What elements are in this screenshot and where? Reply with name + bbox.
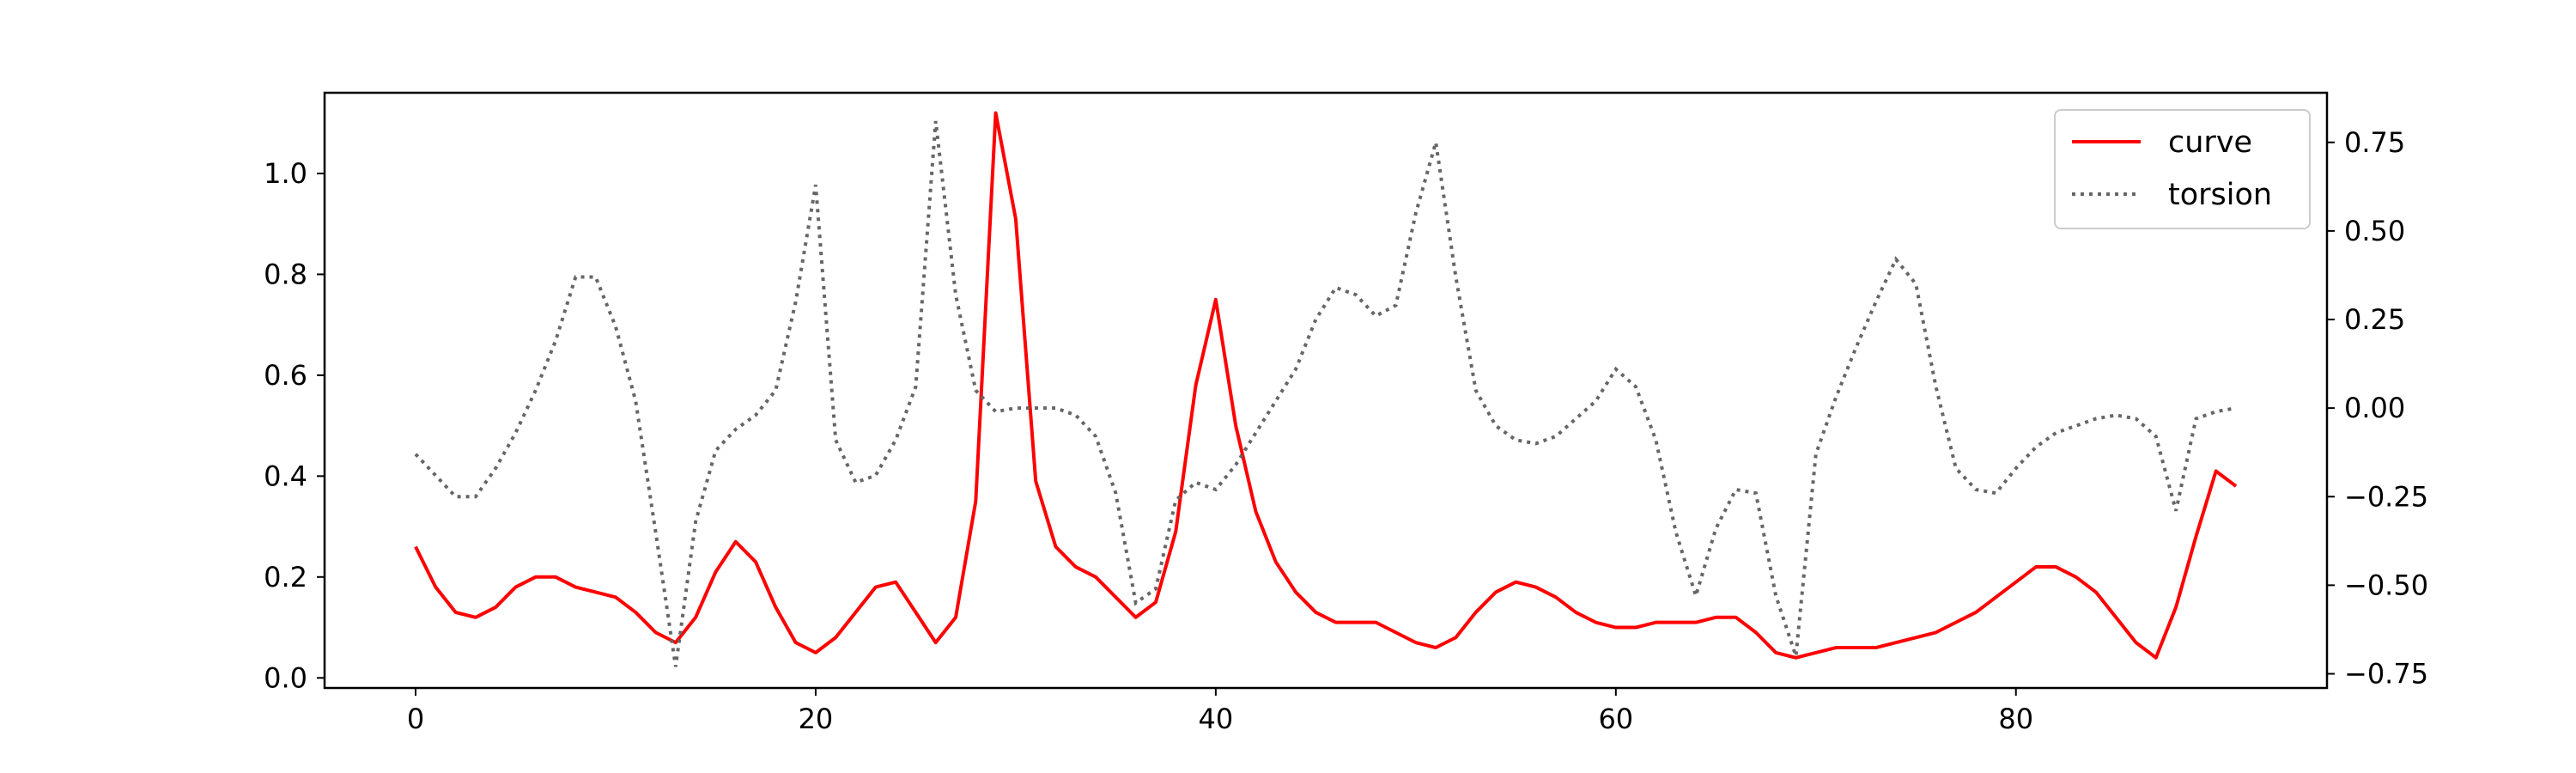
y-left-tick-label: 0.4 [264,460,307,492]
series-line-torsion [414,120,2237,667]
x-tick-label: 20 [799,703,834,735]
y-axis-right: −0.75 −0.50 −0.25 0.00 0.25 0.50 0.75 [2327,126,2428,691]
legend-box [2054,109,2311,229]
y-left-tick-label: 1.0 [264,157,307,190]
x-axis: 0 20 40 60 80 [407,688,2033,735]
plot-area [323,91,2329,690]
legend-label-curve: curve [2168,125,2252,160]
data-points [416,113,2236,666]
y-right-tick-label: 0.50 [2344,215,2405,247]
plot-frame [323,91,2329,690]
y-right-tick-label: −0.25 [2344,480,2428,513]
x-tick-label: 40 [1199,703,1234,735]
y-right-tick-label: −0.50 [2344,569,2428,601]
x-tick-label: 0 [407,703,424,735]
x-tick-label: 60 [1598,703,1633,735]
series-line-curve [414,111,2238,660]
legend-label-torsion: torsion [2168,178,2272,212]
y-right-tick-label: 0.25 [2344,303,2405,336]
x-tick-label: 80 [1998,703,2033,735]
y-left-tick-label: 0.8 [264,258,307,290]
y-left-tick-label: 0.0 [264,661,307,694]
y-right-tick-label: −0.75 [2344,658,2428,691]
y-axis-left: 0.0 0.2 0.4 0.6 0.8 1.0 [264,157,325,694]
y-right-tick-label: 0.75 [2344,126,2405,159]
y-right-tick-label: 0.00 [2344,392,2405,424]
y-left-tick-label: 0.6 [264,359,307,392]
y-left-tick-label: 0.2 [264,561,307,593]
legend: curve torsion [2054,109,2311,229]
